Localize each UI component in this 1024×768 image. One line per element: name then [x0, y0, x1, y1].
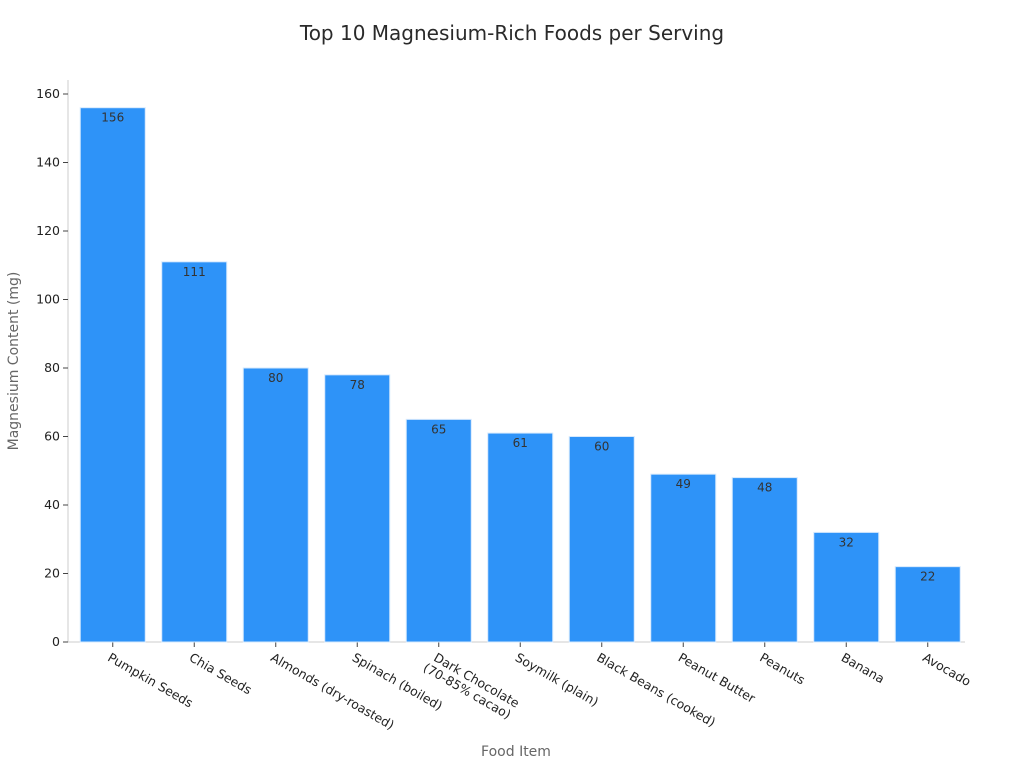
bar — [813, 531, 880, 643]
bar — [650, 473, 717, 643]
bar — [161, 261, 228, 643]
y-tick-label: 100 — [36, 292, 60, 307]
bar-value-label: 49 — [676, 477, 691, 491]
x-tick-label: Banana — [839, 650, 888, 687]
bar-value-label: 60 — [594, 440, 609, 454]
bar-value-label: 65 — [431, 422, 446, 436]
y-tick-label: 140 — [36, 155, 60, 170]
bar — [242, 367, 309, 643]
bar-value-label: 80 — [268, 371, 283, 385]
bar-value-label: 61 — [513, 436, 528, 450]
bar-value-label: 48 — [757, 481, 772, 495]
y-tick-label: 40 — [44, 497, 60, 512]
chart-title: Top 10 Magnesium-Rich Foods per Serving — [299, 21, 724, 45]
bar-value-label: 32 — [839, 535, 854, 549]
bar-value-label: 22 — [920, 570, 935, 584]
bar-value-label: 111 — [183, 265, 206, 279]
bar — [324, 374, 391, 643]
x-tick-label: Chia Seeds — [187, 650, 255, 698]
y-tick-label: 0 — [52, 634, 60, 649]
y-tick-label: 160 — [36, 86, 60, 101]
y-tick-label: 80 — [44, 360, 60, 375]
y-tick-label: 120 — [36, 223, 60, 238]
bar — [568, 436, 635, 643]
x-tick-label: Peanut Butter — [676, 650, 759, 707]
bar-value-label: 78 — [350, 378, 365, 392]
x-tick-label: Avocado — [920, 650, 973, 689]
bar — [487, 432, 554, 643]
bar-value-labels: 156 111 80 78 65 61 60 49 48 32 22 — [101, 111, 935, 584]
y-tick-label: 60 — [44, 429, 60, 444]
bars — [79, 107, 961, 643]
x-tick-label: Soymilk (plain) — [513, 650, 602, 710]
y-axis-title: Magnesium Content (mg) — [6, 272, 22, 451]
bar — [79, 107, 146, 643]
bar — [894, 566, 961, 643]
bar-value-label: 156 — [101, 111, 124, 125]
x-tick-label: Pumpkin Seeds — [105, 650, 195, 711]
bar — [405, 418, 472, 643]
x-axis-title: Food Item — [481, 744, 551, 760]
y-axis: 0 20 40 60 80 100 120 140 160 — [36, 80, 69, 649]
x-tick-label: Peanuts — [757, 650, 808, 688]
y-tick-label: 20 — [44, 566, 60, 581]
bar — [731, 477, 798, 643]
